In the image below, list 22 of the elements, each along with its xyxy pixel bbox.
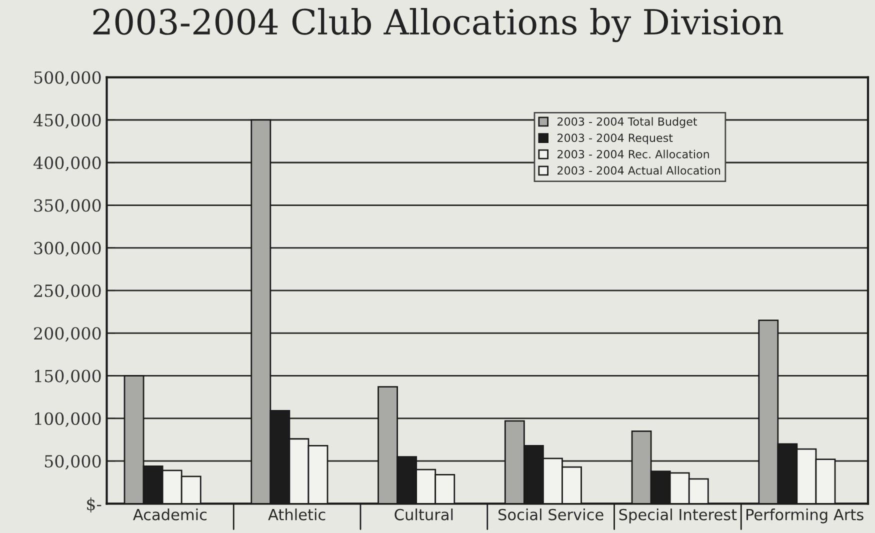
y-tick-label: 450,000: [33, 114, 101, 129]
y-tick-label: 500,000: [34, 71, 101, 86]
y-tick-label: 300,000: [34, 242, 101, 256]
y-tick-label: 50,000: [44, 455, 101, 470]
legend-label: 2003 - 2004 Rec. Allocation: [558, 150, 709, 158]
x-tick-label: Performing Arts: [746, 508, 864, 524]
y-tick-label: 100,000: [35, 412, 101, 428]
x-tick-label: Social Service: [498, 508, 604, 520]
y-tick-label: 200,000: [34, 327, 101, 342]
x-tick-label: Academic: [133, 508, 207, 520]
x-tick-label: Special Interest: [619, 508, 737, 524]
x-tick-label: Athletic: [268, 508, 326, 520]
legend-label: 2003 - 2004 Actual Allocation: [558, 166, 720, 175]
y-tick-label: 400,000: [33, 156, 101, 172]
y-tick-label: $-: [87, 497, 102, 512]
legend-label: 2003 - 2004 Request: [558, 134, 673, 144]
y-tick-label: 250,000: [34, 284, 101, 300]
y-tick-label: 150,000: [35, 370, 101, 384]
y-tick-label: 350,000: [34, 199, 101, 214]
legend-label: 2003 - 2004 Total Budget: [558, 117, 698, 128]
x-tick-label: Cultural: [394, 508, 453, 520]
chart-title: 2003-2004 Club Allocations by Division: [93, 8, 784, 42]
